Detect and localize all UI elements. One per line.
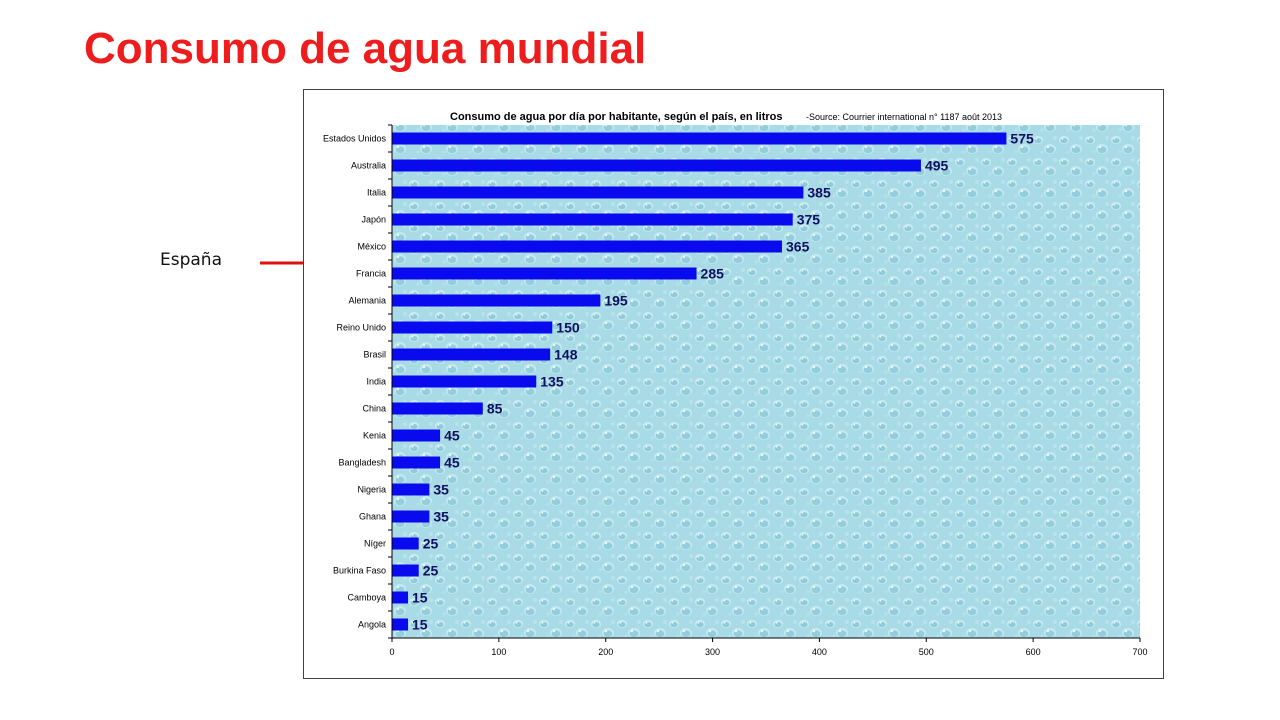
chart-title: Consumo de agua por día por habitante, s… bbox=[450, 111, 783, 123]
x-tick-label: 600 bbox=[1026, 647, 1041, 657]
category-label: Italia bbox=[367, 188, 386, 198]
bar-value-label: 15 bbox=[412, 617, 428, 633]
category-label: Estados Unidos bbox=[323, 134, 387, 144]
bar-value-label: 45 bbox=[444, 455, 460, 471]
category-label: Bangladesh bbox=[338, 458, 386, 468]
bar-value-label: 385 bbox=[807, 185, 831, 201]
x-tick-label: 100 bbox=[491, 647, 506, 657]
bar bbox=[392, 591, 409, 604]
chart-source: -Source: Courrier international n° 1187 … bbox=[806, 112, 1002, 122]
category-label: México bbox=[357, 242, 386, 252]
bar-value-label: 495 bbox=[925, 158, 949, 174]
x-tick-label: 200 bbox=[598, 647, 613, 657]
slide-title: Consumo de agua mundial bbox=[84, 24, 647, 73]
bar-value-label: 15 bbox=[412, 590, 428, 606]
bar-value-label: 85 bbox=[487, 401, 503, 417]
bar bbox=[392, 483, 430, 496]
category-label: Alemania bbox=[348, 296, 386, 306]
category-label: Japón bbox=[361, 215, 386, 225]
bar bbox=[392, 510, 430, 523]
category-label: Burkina Faso bbox=[333, 566, 386, 576]
bar-value-label: 45 bbox=[444, 428, 460, 444]
bar-value-label: 150 bbox=[556, 320, 580, 336]
bar-value-label: 25 bbox=[423, 563, 439, 579]
category-label: Reino Unido bbox=[336, 323, 386, 333]
bar-value-label: 365 bbox=[786, 239, 810, 255]
bar-value-label: 135 bbox=[540, 374, 564, 390]
bar bbox=[392, 186, 804, 199]
bar bbox=[392, 456, 441, 469]
category-label: Níger bbox=[364, 539, 386, 549]
bar bbox=[392, 402, 483, 415]
bar bbox=[392, 618, 409, 631]
bar bbox=[392, 213, 793, 226]
category-label: Angola bbox=[358, 620, 386, 630]
chart-frame: Consumo de agua por día por habitante, s… bbox=[303, 89, 1164, 679]
bar-value-label: 25 bbox=[423, 536, 439, 552]
bar bbox=[392, 267, 697, 280]
bar-value-label: 375 bbox=[797, 212, 821, 228]
category-label: Australia bbox=[351, 161, 386, 171]
category-label: Camboya bbox=[347, 593, 386, 603]
category-label: Ghana bbox=[359, 512, 386, 522]
category-label: Francia bbox=[356, 269, 386, 279]
bar bbox=[392, 159, 921, 172]
bar bbox=[392, 564, 419, 577]
callout-label-espana: España bbox=[160, 250, 222, 270]
bar bbox=[392, 294, 601, 307]
bar-value-label: 285 bbox=[701, 266, 725, 282]
bar-value-label: 35 bbox=[433, 509, 449, 525]
x-tick-label: 500 bbox=[919, 647, 934, 657]
category-label: India bbox=[366, 377, 386, 387]
bar bbox=[392, 537, 419, 550]
bar-chart: Consumo de agua por día por habitante, s… bbox=[323, 111, 1148, 657]
bar bbox=[392, 429, 441, 442]
bar bbox=[392, 375, 537, 388]
bar bbox=[392, 348, 551, 361]
bar bbox=[392, 240, 783, 253]
category-label: Kenia bbox=[363, 431, 386, 441]
x-tick-label: 0 bbox=[389, 647, 394, 657]
x-tick-label: 400 bbox=[812, 647, 827, 657]
bar-value-label: 195 bbox=[604, 293, 628, 309]
x-tick-label: 700 bbox=[1132, 647, 1147, 657]
category-label: Nigeria bbox=[357, 485, 386, 495]
bar-value-label: 575 bbox=[1010, 131, 1034, 147]
bar bbox=[392, 132, 1007, 145]
x-tick-label: 300 bbox=[705, 647, 720, 657]
category-label: Brasil bbox=[363, 350, 386, 360]
bar bbox=[392, 321, 553, 334]
category-label: China bbox=[362, 404, 386, 414]
bar-value-label: 35 bbox=[433, 482, 449, 498]
bar-value-label: 148 bbox=[554, 347, 578, 363]
